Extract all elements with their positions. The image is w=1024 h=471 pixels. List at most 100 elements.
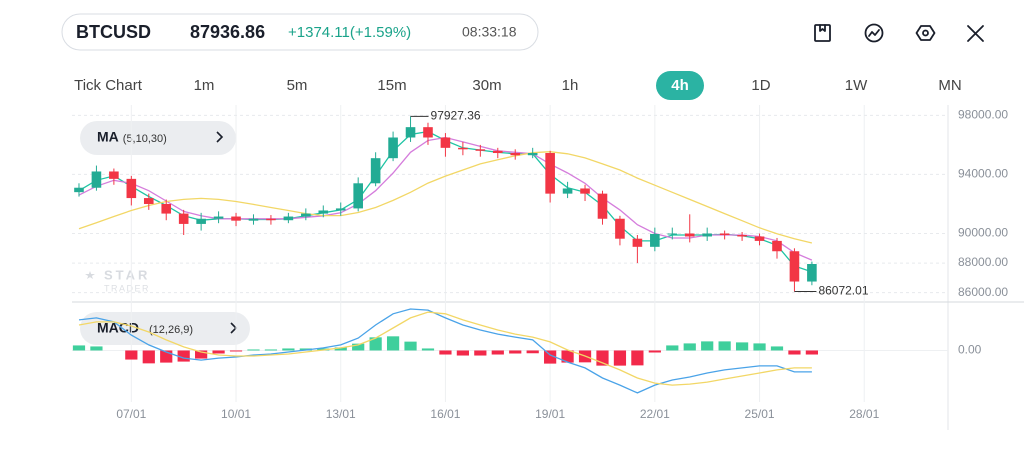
close-icon[interactable] xyxy=(967,25,984,42)
candle-body xyxy=(650,233,660,247)
y-tick-label: 98000.00 xyxy=(958,108,1008,122)
x-tick-label: 07/01 xyxy=(116,407,146,421)
macd-bar xyxy=(282,348,295,351)
macd-button[interactable] xyxy=(80,312,250,345)
candle-body xyxy=(527,153,538,156)
candle-body xyxy=(91,171,102,188)
candle-body xyxy=(283,216,294,221)
macd-bar xyxy=(770,346,784,351)
macd-bar xyxy=(491,350,504,355)
macd-bar xyxy=(456,350,469,356)
y-tick-label: 0.00 xyxy=(958,343,982,357)
symbol[interactable]: BTCUSD xyxy=(76,22,151,42)
candle-body xyxy=(178,213,189,224)
y-tick-label: 88000.00 xyxy=(958,255,1008,269)
clock: 08:33:18 xyxy=(462,24,517,40)
ma-button[interactable] xyxy=(80,121,236,155)
macd-bar xyxy=(212,350,225,354)
timeframe-tab[interactable]: 1m xyxy=(194,77,215,94)
timeframe-selected xyxy=(656,71,704,100)
signal-line xyxy=(78,311,812,386)
ticker-bar xyxy=(61,13,539,51)
macd-bar xyxy=(195,350,208,359)
candle-body xyxy=(615,218,625,239)
price-change: +1374.11(+1.59%) xyxy=(288,24,411,41)
low-label: 86072.01 xyxy=(818,284,868,298)
candle-body xyxy=(353,183,363,209)
candle-body xyxy=(231,216,241,221)
candle-body xyxy=(109,171,119,179)
macd-bar xyxy=(404,341,417,351)
watermark-text: TRADER xyxy=(104,283,150,293)
macd-bar xyxy=(334,347,347,351)
candle-body xyxy=(458,147,468,150)
candle-body xyxy=(370,158,381,184)
macd-bar xyxy=(247,349,260,351)
y-tick-label: 90000.00 xyxy=(958,226,1008,240)
macd-bar xyxy=(142,350,155,364)
macd-name: MACD xyxy=(97,320,139,336)
timeframe-tab[interactable]: MN xyxy=(938,77,961,94)
macd-line xyxy=(78,308,812,394)
x-tick-label: 28/01 xyxy=(849,407,879,421)
timeframe-tab[interactable]: 4h xyxy=(671,77,689,94)
candle-body xyxy=(807,264,817,282)
macd-bar xyxy=(352,343,365,351)
x-tick-label: 13/01 xyxy=(326,407,356,421)
macd-bar xyxy=(125,350,138,360)
macd-bar xyxy=(439,350,452,355)
candle-body xyxy=(301,213,311,217)
macd-bar xyxy=(72,345,86,351)
candle-body xyxy=(737,235,747,237)
macd-bar xyxy=(509,350,522,354)
candle-body xyxy=(510,153,521,156)
candle-body xyxy=(667,233,678,235)
macd-bar xyxy=(753,343,766,351)
ma-params: (5,10,30) xyxy=(123,133,167,145)
macd-bar xyxy=(229,350,243,352)
macd-bar xyxy=(631,350,644,366)
timeframe-tab[interactable]: 1D xyxy=(751,77,770,94)
timeframe-tab[interactable]: 5m xyxy=(287,77,308,94)
candle-body xyxy=(545,153,555,194)
macd-bar xyxy=(735,342,749,351)
timeframe-tab[interactable]: 15m xyxy=(377,77,406,94)
timeframe-tab[interactable]: Tick Chart xyxy=(74,77,143,94)
macd-bar xyxy=(526,350,539,354)
candle-body xyxy=(772,240,782,252)
save-icon[interactable] xyxy=(814,24,831,42)
candle-body xyxy=(580,188,590,194)
x-tick-label: 25/01 xyxy=(745,407,775,421)
x-tick-label: 22/01 xyxy=(640,407,670,421)
candle-body xyxy=(754,236,765,241)
timeframe-tab[interactable]: 30m xyxy=(472,77,501,94)
candle-body xyxy=(126,178,137,199)
timeframe-tab[interactable]: 1h xyxy=(562,77,579,94)
high-label: 97927.36 xyxy=(431,109,481,123)
macd-bar xyxy=(648,350,661,353)
macd-bar xyxy=(666,345,679,351)
settings-icon[interactable] xyxy=(915,25,936,41)
candle-body xyxy=(405,127,416,138)
macd-bar xyxy=(369,337,382,351)
candle-body xyxy=(440,137,451,148)
candle-body xyxy=(213,216,224,219)
candle-body xyxy=(318,210,329,214)
x-tick-label: 10/01 xyxy=(221,407,251,421)
macd-bar xyxy=(177,350,190,362)
watermark: STAR TRADER xyxy=(85,267,150,293)
ma-line xyxy=(78,151,813,244)
macd-bar xyxy=(718,341,731,351)
candle-body xyxy=(266,218,276,221)
macd-bar xyxy=(474,350,487,356)
candle-body xyxy=(492,150,503,154)
macd-params: (12,26,9) xyxy=(149,324,193,336)
indicator-icon[interactable] xyxy=(864,23,884,43)
candle-body xyxy=(684,233,695,237)
timeframe-tab[interactable]: 1W xyxy=(845,77,868,94)
macd-bar xyxy=(805,350,818,355)
candle-body xyxy=(161,203,172,214)
candle-body xyxy=(74,187,84,193)
macd-bar xyxy=(613,350,627,366)
